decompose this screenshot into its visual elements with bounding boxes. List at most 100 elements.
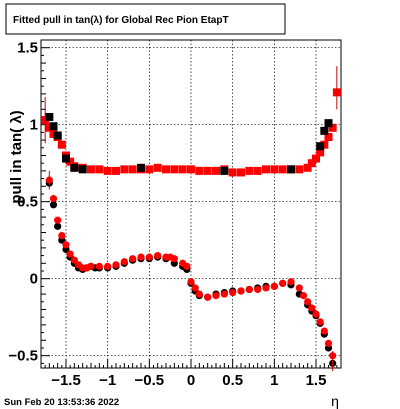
x-tick-label: −1 <box>99 372 116 389</box>
data-point <box>262 165 270 174</box>
y-tick-label: 1 <box>30 117 38 134</box>
series-3 <box>45 112 333 175</box>
y-tick-label: 0 <box>30 271 38 288</box>
data-point <box>229 288 237 297</box>
data-point <box>112 166 120 175</box>
data-point <box>320 140 329 149</box>
data-point <box>120 258 128 266</box>
data-point <box>245 166 254 175</box>
data-point <box>254 285 262 294</box>
data-point <box>49 201 58 209</box>
data-point <box>299 292 308 300</box>
data-point <box>170 165 179 174</box>
y-tick-label: 0.5 <box>17 194 38 211</box>
data-point <box>195 166 204 175</box>
data-point <box>295 284 303 292</box>
data-point <box>287 165 295 174</box>
x-axis-label: η <box>331 393 339 409</box>
data-point <box>54 222 62 230</box>
data-point <box>237 168 245 177</box>
data-point <box>104 262 112 270</box>
series-2 <box>45 176 337 360</box>
data-point <box>66 157 75 166</box>
data-point <box>49 129 58 138</box>
data-point <box>54 216 62 224</box>
data-point <box>228 168 237 177</box>
data-point <box>324 133 333 142</box>
x-tick-label: 1.5 <box>306 372 327 389</box>
chart-title-box <box>5 3 286 35</box>
data-point <box>278 165 287 174</box>
data-point <box>324 339 333 347</box>
data-point <box>245 285 253 294</box>
timestamp: Sun Feb 20 13:53:36 2022 <box>4 397 119 408</box>
data-point <box>328 123 337 132</box>
data-point <box>87 165 95 174</box>
data-point <box>220 290 228 298</box>
data-point <box>145 165 154 174</box>
data-point <box>95 262 103 270</box>
data-point <box>324 119 333 128</box>
data-point <box>187 165 195 174</box>
chart-title: Fitted pull in tan(λ) for Global Rec Pio… <box>13 15 229 26</box>
data-point <box>253 166 262 175</box>
x-tick-label: 0.5 <box>222 372 243 389</box>
data-point <box>137 163 145 172</box>
y-tick-label: −0.5 <box>8 348 38 365</box>
tick-labels: −1.5 −1 −0.5 0 0.5 1 1.5 −0.5 0 0.5 1 1.5 <box>8 40 326 389</box>
data-point <box>120 165 129 174</box>
series-1 <box>41 88 341 177</box>
data-point <box>70 163 79 172</box>
data-point <box>62 241 70 249</box>
data-point <box>178 165 187 174</box>
data-point <box>220 166 229 175</box>
x-tick-label: 0 <box>187 372 195 389</box>
data-point <box>212 292 220 300</box>
x-tick-label: −1.5 <box>51 372 81 389</box>
data-point <box>58 231 66 240</box>
data-point <box>312 310 320 318</box>
data-point <box>87 262 95 270</box>
data-point <box>45 123 54 132</box>
error-bars <box>44 66 338 372</box>
data-point <box>78 165 87 174</box>
data-point <box>195 290 203 298</box>
data-point <box>320 327 328 335</box>
data-point <box>237 287 245 295</box>
data-point <box>187 278 195 286</box>
data-point <box>307 159 316 168</box>
data-point <box>129 255 137 263</box>
data-point <box>70 256 78 264</box>
data-point <box>137 253 145 261</box>
data-point <box>308 304 316 312</box>
data-point <box>312 154 320 163</box>
data-point <box>303 163 312 172</box>
data-point <box>45 112 54 121</box>
data-point <box>191 284 199 292</box>
data-point <box>212 166 220 175</box>
data-point <box>295 165 304 174</box>
data-point <box>316 318 324 326</box>
data-point <box>316 142 325 151</box>
data-point <box>103 166 112 175</box>
data-point <box>287 278 295 286</box>
data-point <box>145 253 153 261</box>
data-point <box>53 131 62 140</box>
data-point <box>270 165 279 174</box>
data-point <box>183 262 191 270</box>
data-point <box>112 261 120 269</box>
data-point <box>49 195 58 203</box>
data-point <box>154 251 162 260</box>
data-point <box>66 250 74 258</box>
data-point <box>320 126 329 135</box>
axis-ticks <box>41 47 338 368</box>
data-point <box>170 255 178 263</box>
data-point <box>316 148 325 157</box>
data-point <box>95 165 104 174</box>
data-point <box>49 122 58 131</box>
x-tick-label: 1 <box>270 372 278 389</box>
x-tick-label: −0.5 <box>135 372 165 389</box>
data-point <box>270 282 278 290</box>
data-point <box>153 163 162 172</box>
